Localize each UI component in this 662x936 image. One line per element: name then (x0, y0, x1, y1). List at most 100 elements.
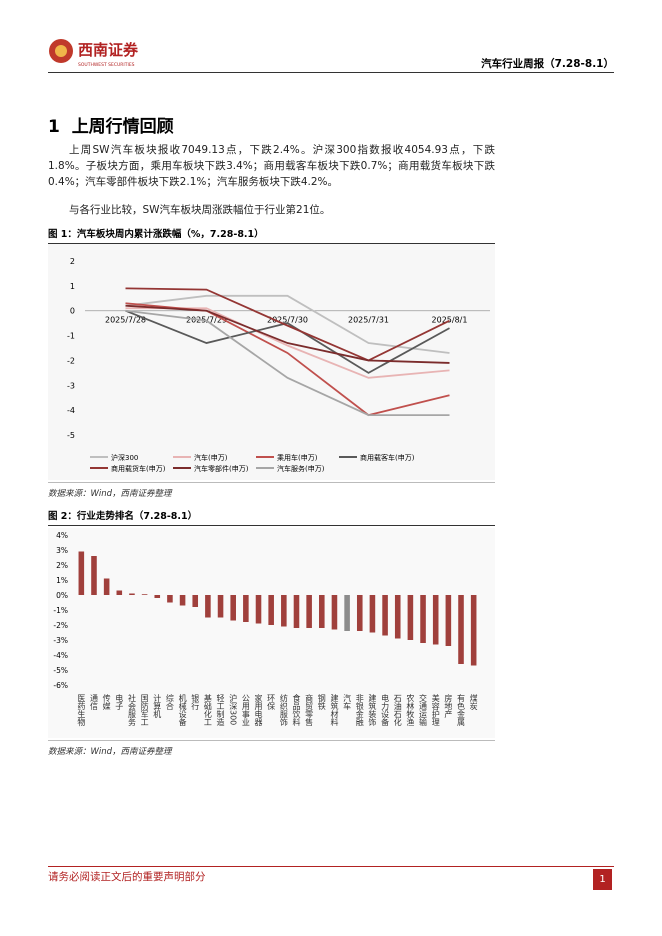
figure-source: 数据来源：Wind，西南证券整理 (48, 740, 495, 757)
x-tick-label: 公用事业 (241, 694, 250, 726)
bar (281, 595, 287, 627)
page-number: 1 (593, 869, 612, 890)
footer-rule (48, 866, 614, 867)
y-tick-label: -1% (53, 606, 68, 615)
bar (470, 595, 477, 666)
y-tick-label: -2 (67, 356, 75, 365)
logo: 西南证券 SOUTHWEST SECURITIES (49, 39, 139, 68)
legend-label: 汽车(申万) (194, 453, 228, 462)
bar (103, 578, 110, 595)
x-tick-label: 基础化工 (203, 693, 212, 726)
bar (243, 595, 249, 622)
x-tick-label: 机械设备 (178, 693, 187, 727)
y-tick-label: 3% (56, 546, 68, 555)
x-tick-label: 美容护理 (431, 693, 440, 726)
x-tick-label: 建筑材料 (330, 693, 339, 727)
bar (255, 595, 262, 624)
x-tick-label: 交通运输 (419, 693, 428, 727)
x-tick-label: 银行 (191, 693, 200, 711)
x-tick-label: 商贸零售 (305, 693, 314, 727)
x-tick-label: 综合 (165, 693, 174, 711)
bar (167, 595, 173, 603)
bar (319, 595, 325, 628)
x-tick-label: 2025/7/30 (267, 316, 308, 325)
y-tick-label: 2% (56, 561, 68, 570)
logo-sub: SOUTHWEST SECURITIES (78, 62, 135, 68)
header-rule (48, 72, 614, 73)
x-tick-label: 建筑装饰 (368, 693, 377, 727)
section-title: 上周行情回顾 (71, 117, 174, 137)
y-tick-label: -3 (67, 381, 75, 390)
bar (230, 595, 236, 621)
y-tick-label: 1 (70, 282, 75, 291)
x-tick-label: 沪深300 (229, 693, 238, 725)
bar (331, 595, 338, 630)
bar (306, 595, 312, 628)
bar (382, 595, 388, 636)
x-tick-label: 传媒 (102, 693, 111, 711)
x-tick-label: 社会服务 (127, 693, 136, 727)
legend-label: 商用载货车(申万) (111, 464, 166, 473)
footer-notice: 请务必阅读正文后的重要声明部分 (48, 871, 206, 883)
bar (394, 595, 401, 639)
series-line (125, 309, 450, 374)
x-tick-label: 医药生物 (77, 694, 86, 727)
x-tick-label: 钢铁 (317, 693, 326, 711)
bar (154, 595, 161, 598)
y-tick-label: -3% (53, 636, 68, 645)
x-tick-label: 煤炭 (469, 693, 478, 711)
bar (458, 595, 464, 664)
bar (141, 594, 148, 595)
bar (205, 595, 211, 618)
y-tick-label: -1 (67, 332, 75, 341)
legend-label: 汽车服务(申万) (277, 464, 325, 473)
y-tick-label: 0 (70, 307, 75, 316)
section-number: 1 (48, 117, 60, 137)
x-tick-label: 轻工制造 (216, 693, 225, 727)
x-tick-label: 非银金融 (355, 693, 364, 727)
x-tick-label: 计算机 (153, 693, 162, 719)
bar (217, 595, 224, 618)
bar (369, 595, 376, 633)
bar (129, 593, 135, 595)
y-tick-label: -4 (67, 406, 75, 415)
bar (116, 590, 123, 595)
bar-chart: -6% -5% -4% -3% -2% -1% 0% 1% 2% 3% 4% 医药生物 通信 传媒 电子 社会… (48, 528, 495, 738)
x-tick-label: 农林牧渔 (406, 693, 415, 726)
bar (192, 595, 199, 607)
x-tick-label: 家用电器 (254, 693, 263, 727)
y-tick-label: 0% (56, 591, 68, 600)
legend-label: 乘用车(申万) (277, 453, 318, 462)
legend-label: 商用载客车(申万) (360, 453, 415, 462)
x-tick-label: 通信 (89, 693, 98, 711)
logo-text: 西南证券 (78, 41, 139, 59)
y-tick-label: 4% (56, 531, 68, 540)
y-tick-label: -5% (53, 666, 68, 675)
y-tick-label: -4% (53, 651, 68, 660)
x-tick-label: 国防军工 (140, 694, 149, 726)
figure-title: 图 2：行业走势排名（7.28-8.1） (48, 508, 495, 526)
figure-source: 数据来源：Wind，西南证券整理 (48, 482, 495, 499)
y-tick-label: -6% (53, 681, 68, 690)
x-tick-label: 2025/7/31 (348, 316, 389, 325)
report-name: 汽车行业周报（7.28-8.1） (481, 58, 614, 70)
series-line (125, 304, 450, 364)
x-tick-label: 石油石化 (393, 694, 402, 727)
bar (268, 595, 274, 625)
series-line (125, 287, 450, 362)
bar (344, 595, 350, 631)
x-tick-label: 环保 (267, 694, 276, 711)
bar (78, 551, 85, 595)
series-line (125, 309, 450, 417)
y-tick-label: 1% (56, 576, 68, 585)
figure-title: 图 1：汽车板块周内累计涨跌幅（%，7.28-8.1） (48, 226, 495, 244)
y-tick-label: 2 (70, 257, 75, 266)
x-tick-label: 2025/7/28 (105, 316, 146, 325)
bar (293, 595, 300, 628)
paragraph: 与各行业比较，SW汽车板块周涨跌幅位于行业第21位。 (69, 204, 331, 216)
x-tick-label: 房地产 (444, 693, 453, 719)
x-tick-label: 有色金属 (457, 693, 466, 727)
paragraph: 上周SW汽车板块报收7049.13点，下跌2.4%。沪深300指数报收4054.… (48, 144, 495, 188)
x-tick-label: 食品饮料 (292, 693, 301, 727)
